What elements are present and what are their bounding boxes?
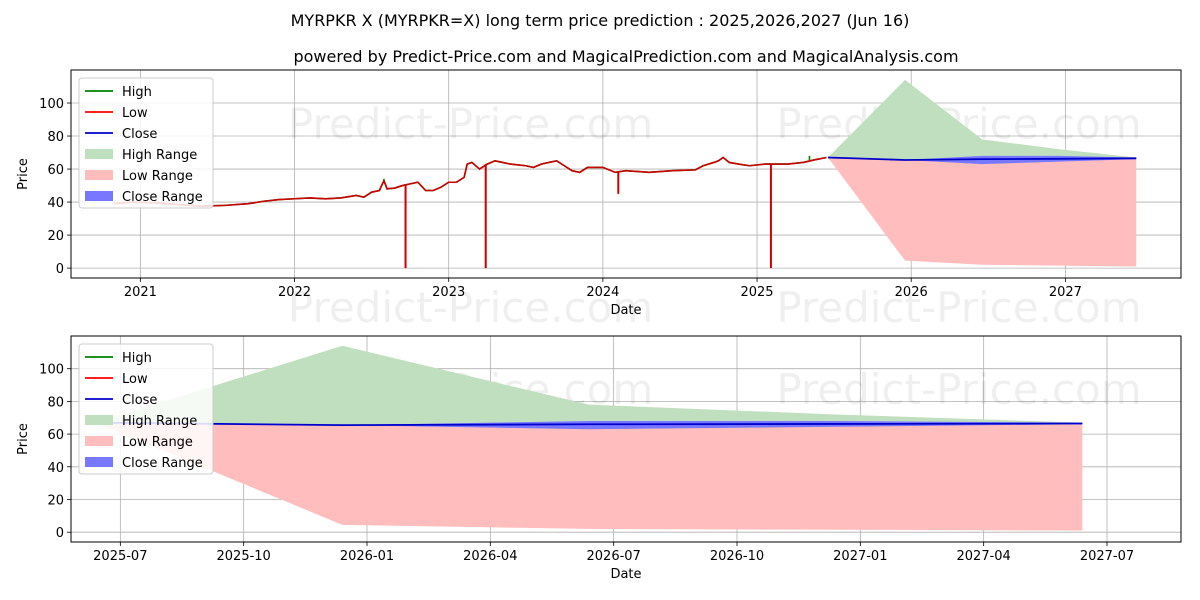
- low-range-area: [95, 422, 1083, 531]
- x-tick-label: 2026-01: [340, 549, 394, 564]
- legend-label: Low: [122, 106, 148, 121]
- legend-swatch-patch: [85, 149, 113, 159]
- watermark: Predict-Price.com: [776, 283, 1141, 332]
- x-tick-label: 2026: [895, 285, 928, 300]
- plot-area: [95, 345, 1083, 531]
- close-forecast-line: [95, 421, 1083, 427]
- legend-label: High Range: [122, 414, 197, 429]
- high-range-area: [827, 79, 1137, 160]
- x-tick-label: 2026-10: [710, 549, 764, 564]
- y-tick-label: 0: [56, 526, 64, 541]
- chart-subtitle: powered by Predict-Price.com and Magical…: [293, 47, 958, 66]
- y-tick-label: 100: [39, 97, 64, 112]
- x-tick-label: 2027-04: [957, 549, 1011, 564]
- legend-swatch-patch: [85, 415, 113, 425]
- legend-label: Close Range: [122, 456, 203, 471]
- x-tick-label: 2025: [740, 285, 773, 300]
- y-axis-label: Price: [16, 423, 31, 455]
- y-tick-label: 40: [47, 196, 64, 211]
- low-history-line: [114, 156, 827, 207]
- bottom-panel: 2025-07 2025-10 2026-01 2026-04 2026-07 2026-…: [16, 335, 1182, 582]
- legend-label: High: [122, 351, 152, 366]
- plot-frame: [70, 69, 1182, 279]
- x-tick-label: 2027-01: [833, 549, 887, 564]
- watermark: Predict-Price.com: [776, 365, 1141, 414]
- x-axis-label: Date: [610, 303, 641, 318]
- plot-frame: [70, 335, 1182, 543]
- legend-swatch-patch: [85, 170, 113, 180]
- legend-label: Close: [122, 127, 157, 142]
- top-panel: 2021 2022 2023 2024 2025 2026 2027 0 20 40 60 80 100…: [16, 69, 1182, 332]
- legend-label: Low Range: [122, 169, 193, 184]
- legend: High Low Close High Range Low Range Close Ran…: [78, 343, 214, 475]
- legend-label: High Range: [122, 148, 197, 163]
- x-tick-label: 2026-07: [587, 549, 641, 564]
- y-tick-label: 80: [47, 130, 64, 145]
- y-tick-label: 60: [47, 163, 64, 178]
- x-axis-label: Date: [610, 567, 641, 582]
- legend-label: Low: [122, 372, 148, 387]
- y-tick-label: 60: [47, 428, 64, 443]
- x-tick-label: 2025-07: [93, 549, 147, 564]
- legend-swatch-patch: [85, 436, 113, 446]
- high-range-area: [95, 345, 1083, 426]
- x-tick-label: 2023: [432, 285, 465, 300]
- legend-swatch-patch: [85, 191, 113, 201]
- chart-title: MYRPKR X (MYRPKR=X) long term price pred…: [291, 11, 910, 30]
- legend-label: High: [122, 85, 152, 100]
- legend-swatch-patch: [85, 457, 113, 467]
- legend-label: Low Range: [122, 435, 193, 450]
- x-tick-label: 2022: [278, 285, 311, 300]
- legend-label: Close Range: [122, 190, 203, 205]
- y-tick-label: 100: [39, 363, 64, 378]
- watermark: Predict-Price.com: [288, 100, 653, 149]
- x-tick-label: 2024: [586, 285, 619, 300]
- low-range-area: [827, 157, 1137, 267]
- legend-label: Close: [122, 393, 157, 408]
- y-tick-label: 20: [47, 229, 64, 244]
- legend: High Low Close High Range Low Range Close Ran…: [78, 77, 214, 209]
- x-tick-label: 2027: [1049, 285, 1082, 300]
- watermark: Predict-Price.com: [288, 283, 653, 332]
- x-tick-label: 2027-07: [1080, 549, 1134, 564]
- plot-area: [114, 79, 1137, 269]
- y-axis-label: Price: [16, 158, 31, 190]
- y-tick-label: 20: [47, 493, 64, 508]
- y-tick-label: 80: [47, 395, 64, 410]
- y-tick-label: 40: [47, 461, 64, 476]
- close-forecast-line: [827, 156, 1137, 161]
- x-tick-label: 2026-04: [463, 549, 517, 564]
- y-tick-label: 0: [56, 262, 64, 277]
- x-tick-label: 2025-10: [217, 549, 271, 564]
- x-tick-label: 2021: [124, 285, 157, 300]
- high-history-line: [114, 156, 827, 207]
